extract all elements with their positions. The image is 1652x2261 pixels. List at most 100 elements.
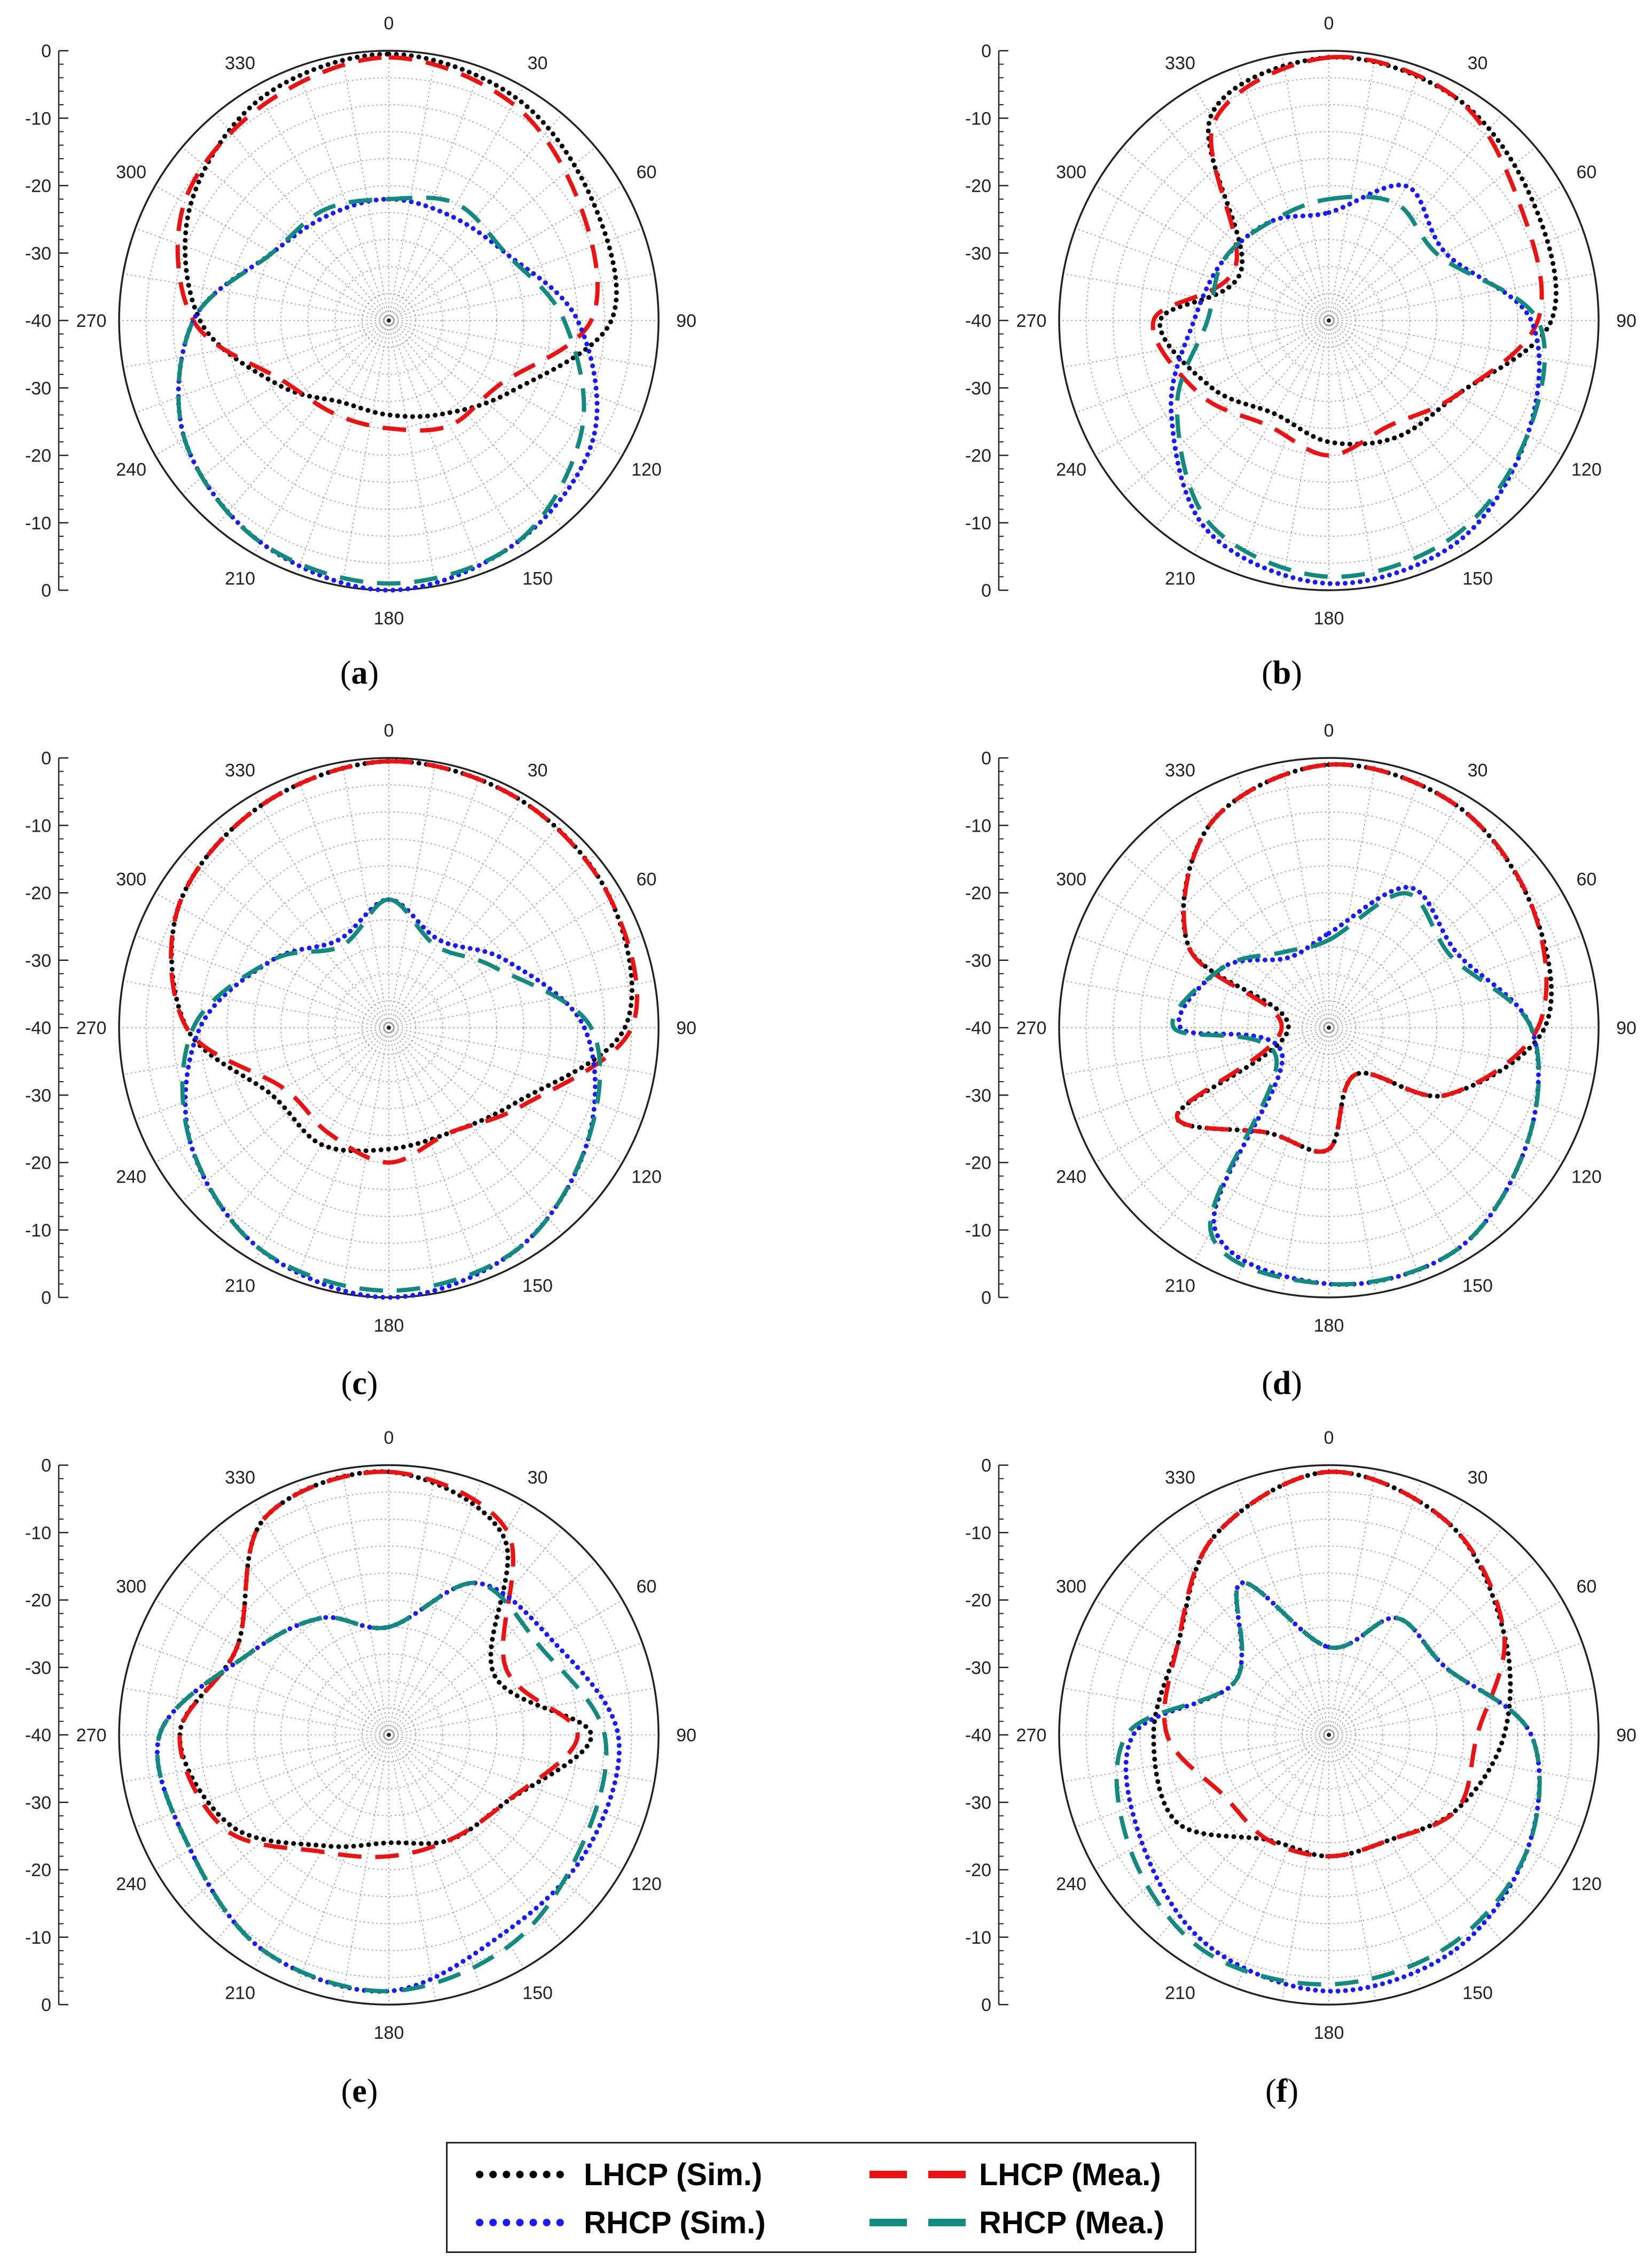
radial-tick-label: 0 — [41, 1456, 51, 1476]
grid-circle — [1193, 185, 1465, 456]
angle-label: 120 — [1571, 460, 1602, 480]
grid-circle — [253, 1599, 524, 1871]
radial-tick-label: -40 — [25, 311, 51, 331]
series-line-rhcp-mea — [1175, 194, 1547, 580]
grid-circle — [334, 973, 443, 1082]
radial-tick-label: -30 — [965, 951, 991, 971]
polar-svg-c: 0 30 60 90 120 150 180 210 240 270 300 330 0 -10 -20 -3… — [25, 721, 696, 1336]
angle-label: 0 — [1324, 1429, 1334, 1448]
caption-e: (e) — [341, 2073, 378, 2109]
angle-label: 30 — [1468, 1468, 1488, 1488]
radial-tick-label: 0 — [41, 748, 51, 769]
angle-label: 90 — [1616, 1725, 1637, 1746]
angle-label: 90 — [676, 1018, 696, 1038]
grid-spoke — [388, 820, 563, 1028]
angle-label: 60 — [1576, 870, 1596, 890]
grid-spoke — [215, 820, 389, 1028]
radial-tick-label: -30 — [25, 1658, 51, 1678]
caption-b: (b) — [1262, 655, 1302, 691]
angle-label: 150 — [1462, 1276, 1493, 1296]
grid-spoke — [388, 320, 655, 368]
radial-tick-label: 0 — [41, 41, 51, 61]
radial-tick-label: 0 — [981, 581, 991, 601]
angle-label: 180 — [1314, 608, 1344, 629]
legend-label-rhcp-sim: RHCP (Sim.) — [584, 2205, 766, 2240]
grid-spoke — [1095, 185, 1329, 321]
grid-spoke — [155, 1599, 389, 1735]
angle-label: 90 — [676, 311, 696, 331]
angle-label: 0 — [1324, 722, 1334, 741]
grid-spoke — [123, 1734, 389, 1782]
radial-tick-label: 0 — [981, 41, 991, 61]
grid-circle — [226, 158, 551, 483]
angle-label: 270 — [76, 1725, 107, 1746]
grid-spoke — [1236, 1481, 1329, 1735]
angle-label: 120 — [1571, 1167, 1602, 1187]
radial-tick-label: -30 — [25, 378, 51, 398]
grid-spoke — [215, 113, 389, 321]
grid-spoke — [388, 1687, 655, 1735]
radial-tick-label: -20 — [25, 1591, 51, 1611]
radial-tick-label: -40 — [25, 1018, 51, 1038]
grid-circle — [1274, 973, 1383, 1082]
grid-circle — [253, 892, 524, 1163]
legend-label-rhcp-mea: RHCP (Mea.) — [979, 2205, 1164, 2240]
radial-tick-label: -20 — [25, 1860, 51, 1881]
radial-tick-label: -20 — [25, 446, 51, 466]
angle-label: 300 — [116, 162, 146, 183]
grid-spoke — [296, 1734, 389, 1989]
angle-label: 0 — [1324, 15, 1334, 34]
outer-circle — [1058, 757, 1600, 1298]
series-line-rhcp-mea — [176, 195, 586, 586]
grid-circle — [145, 784, 632, 1271]
angle-label: 330 — [1165, 1468, 1195, 1488]
angle-label: 180 — [1314, 2023, 1344, 2043]
grid-spoke — [1063, 1027, 1329, 1075]
radial-tick-label: 0 — [981, 1456, 991, 1476]
angle-label: 0 — [384, 1429, 394, 1448]
angle-label: 30 — [528, 761, 548, 781]
angle-label: 210 — [1165, 1983, 1195, 2003]
grid-spoke — [1328, 980, 1595, 1028]
grid-spoke — [1328, 1734, 1503, 1942]
grid-circle — [1274, 1680, 1383, 1789]
angle-label: 330 — [225, 1468, 255, 1488]
angle-label: 180 — [1314, 1316, 1344, 1336]
grid-circle — [307, 946, 471, 1109]
radial-tick-label: -20 — [965, 176, 991, 197]
legend-label-lhcp-sim: LHCP (Sim.) — [584, 2157, 762, 2192]
angle-label: 330 — [225, 761, 255, 781]
grid-spoke — [1328, 113, 1503, 321]
series-line-rhcp-mea — [155, 1581, 609, 1993]
grid-spoke — [1236, 1734, 1329, 1989]
radial-tick-label: -10 — [965, 108, 991, 129]
grid-spoke — [1328, 1734, 1595, 1782]
grid-spoke — [1236, 320, 1329, 574]
angle-label: 60 — [636, 162, 656, 183]
angle-label: 120 — [631, 1874, 662, 1895]
series-line-lhcp-sim — [183, 51, 619, 419]
grid-circle — [226, 1572, 551, 1897]
grid-spoke — [388, 980, 655, 1028]
angle-label: 300 — [1056, 870, 1086, 890]
angle-label: 330 — [1165, 53, 1195, 74]
radial-tick-label: -10 — [965, 816, 991, 836]
grid-circle — [145, 1491, 632, 1978]
caption-a-letter: a — [351, 655, 368, 691]
grid-spoke — [1328, 1687, 1595, 1735]
grid-circle — [1247, 239, 1411, 402]
angle-label: 30 — [1468, 761, 1488, 781]
grid-circle — [253, 185, 524, 456]
angle-label: 0 — [384, 15, 394, 34]
angle-label: 150 — [522, 568, 553, 589]
center-dot — [387, 1026, 391, 1030]
angle-label: 300 — [116, 870, 146, 890]
grid-spoke — [1328, 320, 1595, 368]
grid-spoke — [296, 1481, 389, 1735]
angle-label: 270 — [76, 311, 107, 331]
caption-d-letter: d — [1272, 1365, 1291, 1402]
polar-chart-d: 0 30 60 90 120 150 180 210 240 270 300 330 0 -10 -20 -3… — [943, 721, 1648, 1347]
radial-tick-label: 0 — [981, 1288, 991, 1308]
series-line-lhcp-mea — [175, 55, 600, 433]
center-dot — [1327, 1026, 1331, 1030]
